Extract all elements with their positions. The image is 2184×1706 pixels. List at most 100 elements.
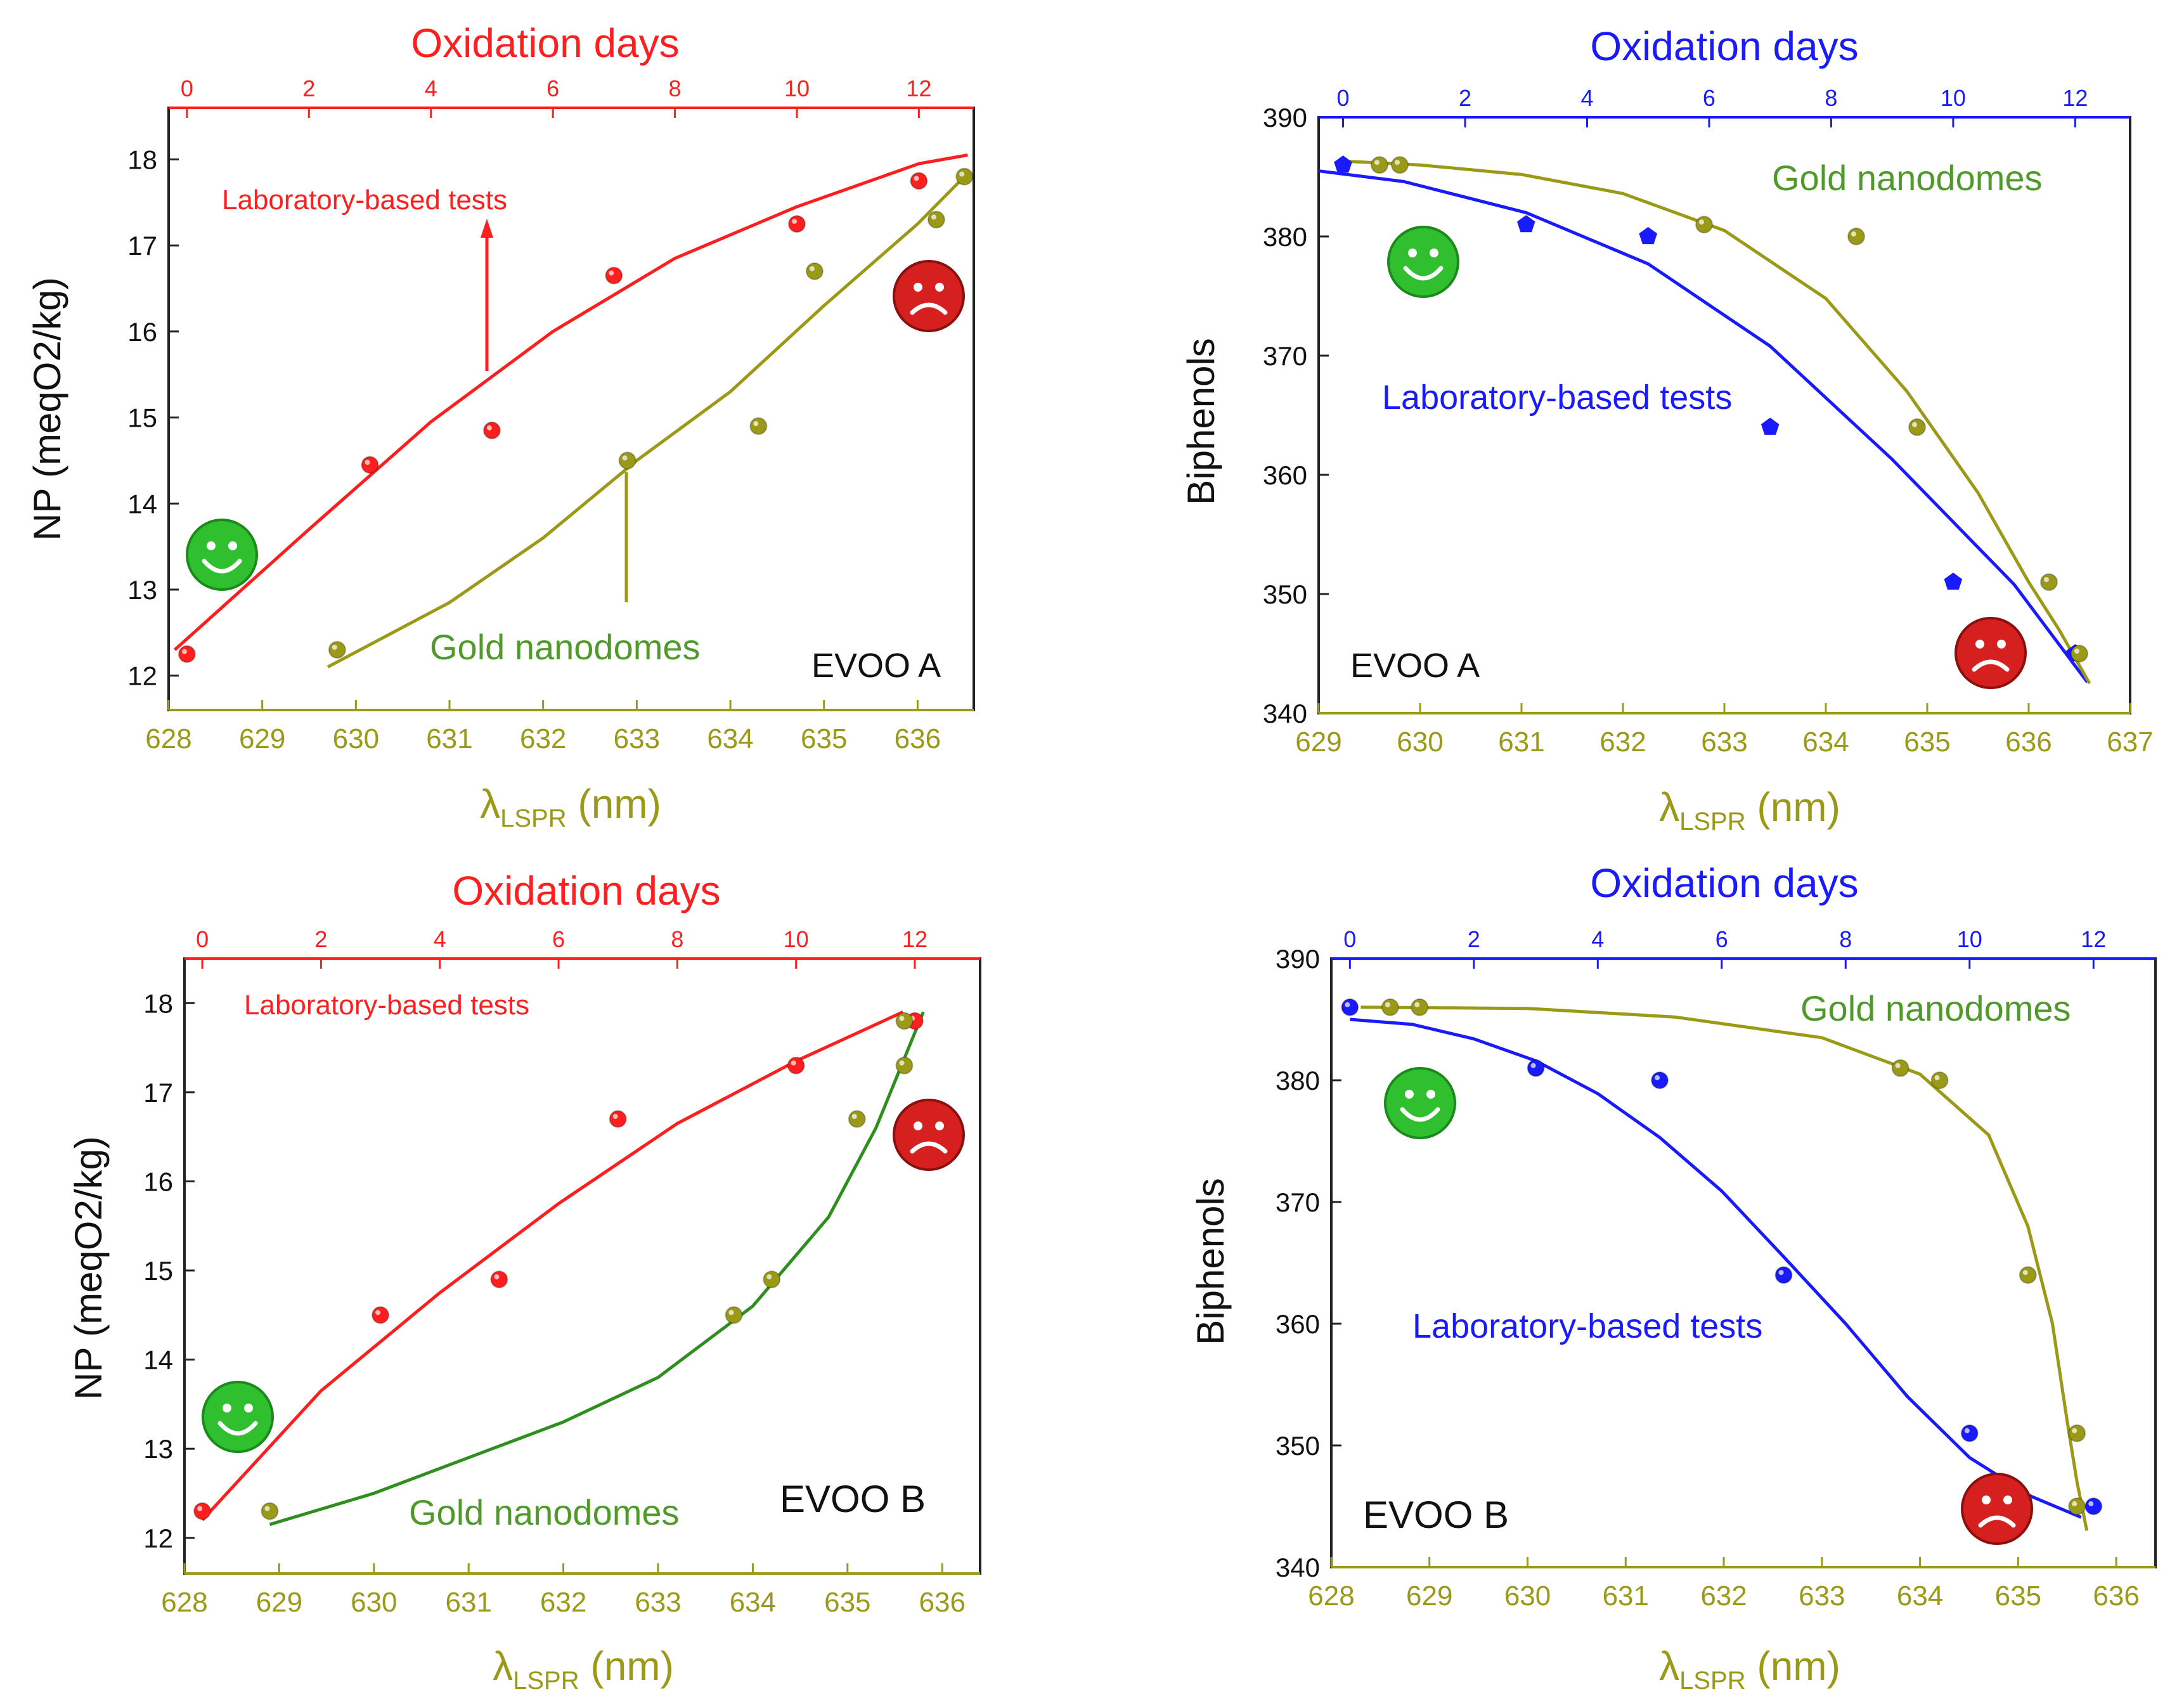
data-point [193,1502,212,1520]
frown-eye-right [1997,640,2006,649]
data-point [1371,156,1388,174]
x-axis-title-text: λ [1659,784,1679,830]
data-point [2084,1497,2103,1515]
data-point [787,1056,805,1075]
y-tick-label: 18 [127,145,157,174]
y-axis-ticks: 12 13 14 15 16 17 18 [127,145,179,691]
bottom-tick-label: 628 [1308,1580,1354,1612]
frown-icon [1955,617,2027,689]
data-point [763,1270,781,1289]
data-point-highlight [181,649,187,654]
frown-eye-left [1975,640,1984,649]
top-tick-label: 4 [425,75,437,101]
evoo-label: EVOO A [811,647,941,685]
series-label-gold: Gold nanodomes [1772,158,2043,198]
data-point-highlight [1699,219,1704,225]
data-point-highlight [931,214,936,220]
y-tick-label: 340 [1276,1553,1320,1582]
y-axis-ticks: 340 350 360 370 380 390 [1263,103,1329,728]
fit-line-lab [1318,169,2089,683]
top-axis-title: Oxidation days [411,20,679,66]
y-axis-title: Biphenols [1180,338,1222,505]
top-tick-label: 12 [2081,926,2106,952]
data-point [1391,156,1409,174]
x-axis-title-subscript: LSPR [500,805,567,832]
data-point [178,645,196,663]
frown-eye-right [935,283,944,292]
frown-eye-right [935,1121,944,1130]
bottom-tick-label: 632 [1599,727,1646,758]
y-tick-label: 360 [1263,460,1307,490]
data-point-highlight [2072,1428,2077,1433]
y-tick-label: 13 [127,575,157,605]
data-point-highlight [1374,160,1380,165]
data-point-highlight [365,460,370,465]
smiley-icon [1384,1067,1456,1139]
top-tick-label: 8 [671,926,683,952]
top-axis-ticks: 0 2 4 6 8 10 12 [1336,85,2088,127]
frown-face [1961,1473,2033,1545]
y-tick-label: 370 [1276,1187,1320,1217]
smiley-face [1387,226,1459,298]
smiley-eye-right [1430,249,1438,257]
arrow-up-head [481,219,493,238]
y-tick-label: 390 [1276,944,1320,974]
top-tick-label: 12 [906,75,931,101]
frown-eye-left [914,1121,922,1130]
fit-line-gold [1360,1005,2089,1531]
series-label-gold: Gold nanodomes [430,627,701,667]
data-point [1944,572,1963,590]
y-tick-label: 12 [143,1523,173,1553]
top-tick-label: 6 [1716,926,1728,952]
data-point [1411,998,1429,1016]
bottom-tick-label: 633 [614,723,660,754]
data-point-highlight [791,1060,796,1066]
series-label-gold: Gold nanodomes [409,1492,680,1532]
bottom-tick-label: 628 [161,1587,207,1618]
smiley-mouth [1403,266,1444,281]
smiley-eye-right [1426,1090,1435,1099]
frown-icon [893,1099,965,1171]
bottom-tick-label: 635 [824,1587,870,1618]
data-point [1517,215,1535,233]
top-axis-ticks: 0 2 4 6 8 10 12 [196,926,927,969]
y-tick-label: 360 [1276,1309,1320,1339]
x-axis-title-unit: (nm) [1746,784,1840,830]
y-tick-label: 350 [1276,1431,1320,1461]
y-tick-label: 15 [143,1256,173,1286]
panel-bottom-left: 0 2 4 6 8 10 12 628 629 630 631 632 633 634 635 636 12… [67,868,981,1695]
top-tick-label: 10 [1941,85,1966,111]
data-point-highlight [609,270,614,276]
series-label-lab: Laboratory-based tests [1382,378,1732,417]
data-point [2040,573,2058,591]
data-point-highlight [197,1506,203,1511]
data-point-highlight [1912,422,1917,427]
bottom-tick-label: 628 [145,723,191,754]
evoo-label: EVOO B [1363,1494,1509,1536]
data-point [895,1056,914,1075]
data-point [328,641,346,659]
series-label-gold: Gold nanodomes [1800,988,2071,1028]
data-points [193,1012,924,1520]
evoo-label: EVOO B [780,1478,926,1520]
data-point-highlight [1414,1002,1420,1007]
panel-top-right: 0 2 4 6 8 10 12 629 630 631 632 633 634 635 636 637 34… [1180,23,2154,836]
frown-face [893,260,965,332]
data-point [490,1270,508,1289]
data-point [1334,155,1352,173]
data-point [895,1012,914,1030]
bottom-tick-label: 634 [707,723,753,754]
frown-mouth [1978,1515,2016,1528]
data-point [910,172,928,190]
smiley-icon [186,519,258,591]
x-axis-title-unit: (nm) [579,1643,674,1689]
data-point [482,421,501,439]
data-point-highlight [899,1016,905,1021]
y-axis-title: NP (meqO2/kg) [26,277,68,541]
data-point-highlight [851,1114,857,1120]
data-point-highlight [1778,1270,1784,1276]
data-point-highlight [1345,1002,1350,1007]
y-axis-ticks: 12 13 14 15 16 17 18 [143,988,195,1553]
bottom-tick-label: 630 [351,1587,397,1618]
top-tick-label: 6 [1703,85,1716,111]
